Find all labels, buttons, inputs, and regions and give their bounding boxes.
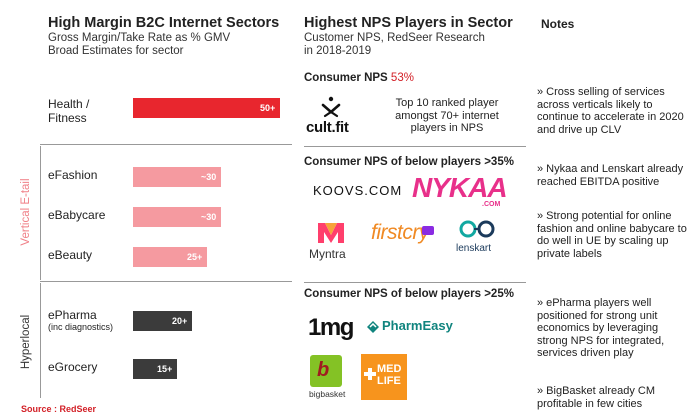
group-line-hyperlocal	[40, 283, 41, 398]
myntra-m-icon	[318, 223, 344, 243]
pharmeasy-leaf-icon	[367, 321, 379, 333]
category-epharma-note: (inc diagnostics)	[48, 322, 114, 332]
category-efashion: eFashion	[48, 168, 98, 182]
koovs-logo: KOOVS.COM	[313, 183, 403, 198]
note-5: » BigBasket already CM profitable in few…	[537, 385, 655, 410]
bar-value-label: 20+	[172, 316, 188, 326]
bar-value-label: 25+	[187, 252, 203, 262]
firstcry-logo: firstcry	[371, 221, 429, 244]
consumer-nps-label: Consumer NPS	[304, 72, 391, 84]
divider-mid-2	[304, 282, 526, 283]
cultfit-mark-icon	[321, 96, 341, 118]
medlife-logo: MED LIFE	[361, 354, 407, 400]
category-ebabycare: eBabycare	[48, 208, 106, 222]
bigbasket-square-icon: b	[310, 355, 342, 387]
bar-egrocery	[133, 359, 177, 379]
category-egrocery: eGrocery	[48, 360, 98, 374]
medlife-wordmark-1: MED	[377, 363, 402, 375]
cultfit-logo: cult.fit	[306, 96, 356, 140]
category-health-fitness: Health / Fitness	[48, 97, 90, 125]
cultfit-description: Top 10 ranked player amongst 70+ interne…	[395, 97, 499, 134]
nykaa-logo: NYKAA	[412, 172, 508, 203]
group-label-ecommerce: Vertical E-tail	[20, 178, 32, 246]
bar-ebeauty	[133, 247, 207, 267]
bar-efashion	[133, 167, 221, 187]
nykaa-com: .COM	[482, 201, 501, 208]
note-1: » Cross selling of services across verti…	[537, 86, 684, 136]
middle-subtitle-1: Customer NPS, RedSeer Research	[304, 32, 485, 44]
myntra-wordmark: Myntra	[309, 247, 346, 261]
divider-mid-1	[304, 146, 526, 147]
note-4: » ePharma players well positioned for st…	[537, 297, 665, 359]
lenskart-logo: lenskart	[452, 219, 502, 263]
left-title: High Margin B2C Internet Sectors	[48, 15, 280, 31]
onemg-logo: 1mg	[308, 314, 354, 341]
category-epharma: ePharma	[48, 308, 97, 322]
lenskart-wordmark: lenskart	[456, 243, 492, 254]
divider-left-2	[40, 281, 292, 282]
divider-left-1	[40, 144, 292, 145]
middle-title: Highest NPS Players in Sector	[304, 15, 513, 31]
nps-below-35: Consumer NPS of below players >35%	[304, 156, 514, 168]
medlife-wordmark-2: LIFE	[377, 375, 401, 387]
cultfit-wordmark: cult.fit	[306, 119, 349, 136]
left-subtitle-2: Broad Estimates for sector	[48, 45, 184, 57]
lenskart-glasses-icon	[459, 220, 495, 238]
note-2: » Nykaa and Lenskart already reached EBI…	[537, 163, 684, 188]
firstcry-badge-icon	[422, 226, 434, 235]
myntra-logo: Myntra	[309, 219, 353, 263]
bar-health-fitness	[133, 98, 280, 118]
middle-subtitle-2: in 2018-2019	[304, 45, 372, 57]
note-3: » Strong potential for online fashion an…	[537, 210, 687, 260]
group-line-ecommerce	[40, 146, 41, 280]
consumer-nps-value: 53%	[390, 72, 414, 84]
left-subtitle-1: Gross Margin/Take Rate as % GMV	[48, 32, 231, 44]
notes-title: Notes	[541, 17, 575, 31]
consumer-nps-heading: Consumer NPS 53%	[304, 72, 414, 84]
bigbasket-logo: b bigbasket	[309, 355, 346, 401]
category-ebeauty: eBeauty	[48, 248, 93, 262]
bigbasket-wordmark: bigbasket	[309, 389, 346, 399]
bar-value-label: ~30	[201, 212, 217, 222]
medlife-cross-icon	[364, 368, 376, 380]
pharmeasy-wordmark: PharmEasy	[382, 318, 453, 333]
bar-value-label: ~30	[201, 172, 217, 182]
nps-below-25: Consumer NPS of below players >25%	[304, 288, 514, 300]
bar-value-label: 50+	[260, 103, 276, 113]
source-note: Source : RedSeer	[21, 404, 97, 414]
group-label-hyperlocal: Hyperlocal	[20, 314, 32, 370]
bar-ebabycare	[133, 207, 221, 227]
bar-epharma	[133, 311, 192, 331]
bar-value-label: 15+	[157, 364, 173, 374]
